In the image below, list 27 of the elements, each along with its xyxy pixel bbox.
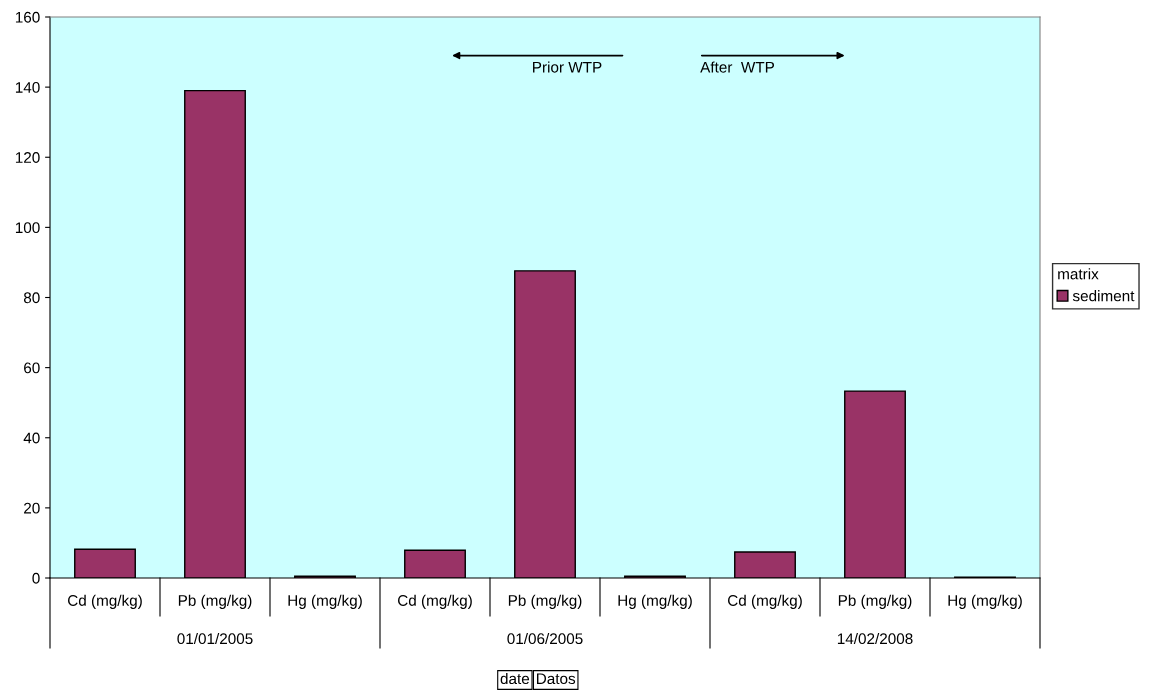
y-tick-label: 0 <box>32 572 40 584</box>
annotation: After WTP <box>700 61 775 73</box>
x-tick-label: Cd (mg/kg) <box>398 594 472 609</box>
legend-title: matrix <box>1058 268 1099 280</box>
x-tick-label: Hg (mg/kg) <box>948 594 1022 609</box>
text: 14/02/2008 <box>837 632 913 645</box>
text: 01/01/2005 <box>177 632 253 645</box>
x-tick-label: Hg (mg/kg) <box>288 594 362 609</box>
y-tick-label: 80 <box>23 292 40 304</box>
y-tick-label: 100 <box>15 222 40 234</box>
x-tick-label: Hg (mg/kg) <box>618 594 692 609</box>
y-tick-label: 40 <box>23 432 40 444</box>
y-tick-label: 160 <box>15 11 40 23</box>
text: Datos <box>537 673 576 685</box>
y-tick-label: 120 <box>15 152 40 163</box>
y-tick-label: 20 <box>24 502 40 514</box>
x-tick-label: Pb (mg/kg) <box>178 594 252 609</box>
text: 01/06/2005 <box>507 632 583 645</box>
text: date <box>500 672 530 685</box>
annotation: Prior WTP <box>533 61 602 73</box>
x-tick-label: Pb (mg/kg) <box>508 594 582 609</box>
y-tick-label: 60 <box>24 362 40 374</box>
x-tick-label: Pb (mg/kg) <box>838 594 912 609</box>
x-tick-label: Cd (mg/kg) <box>68 594 142 609</box>
x-tick-label: Cd (mg/kg) <box>728 594 802 609</box>
y-tick-label: 140 <box>15 81 40 93</box>
legend-label: sediment <box>1072 290 1135 302</box>
